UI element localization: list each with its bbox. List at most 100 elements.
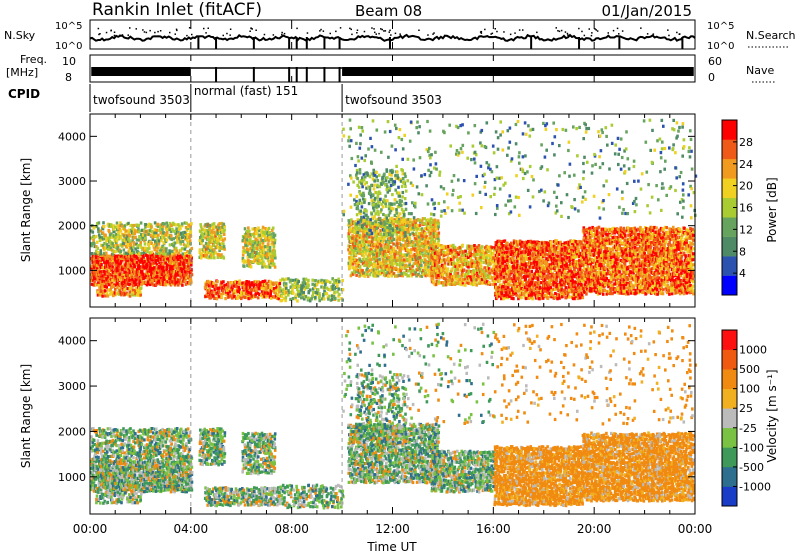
heatmap-cell [164, 260, 168, 265]
heatmap-cell [484, 272, 487, 276]
heatmap-cell [153, 228, 157, 232]
heatmap-cell [289, 297, 292, 301]
heatmap-cell [422, 229, 426, 233]
heatmap-cell [503, 247, 507, 251]
heatmap-cell [175, 280, 179, 284]
heatmap-cell [362, 232, 365, 236]
heatmap-cell [379, 261, 382, 265]
heatmap-cell [368, 235, 371, 239]
heatmap-cell [473, 270, 476, 274]
heatmap-cell [353, 235, 357, 239]
heatmap-cell [271, 281, 274, 285]
heatmap-cell [474, 248, 477, 252]
heatmap-cell [527, 252, 530, 256]
heatmap-cell [355, 264, 359, 268]
heatmap-cell [415, 235, 419, 239]
heatmap-cell [414, 232, 418, 236]
heatmap-cell [118, 273, 122, 277]
heatmap-cell [123, 252, 126, 256]
heatmap-cell [273, 241, 277, 245]
heatmap-cell [533, 255, 537, 259]
nsky-dot [555, 27, 557, 29]
heatmap-cell [351, 230, 355, 234]
heatmap-cell [465, 280, 468, 285]
heatmap-cell [133, 269, 137, 273]
heatmap-cell [461, 272, 464, 276]
heatmap-cell [118, 292, 121, 296]
heatmap-cell [467, 269, 471, 273]
heatmap-cell [284, 277, 288, 281]
heatmap-cell [434, 231, 438, 235]
freq-band-2 [342, 67, 694, 76]
heatmap-cell [391, 232, 395, 236]
heatmap-cell [98, 238, 102, 243]
heatmap-cell [265, 255, 269, 259]
heatmap-cell [138, 282, 142, 286]
heatmap-cell [558, 296, 561, 300]
heatmap-cell [435, 223, 438, 227]
heatmap-cell [404, 240, 407, 244]
heatmap-cell [416, 227, 419, 231]
heatmap-cell [146, 254, 149, 258]
heatmap-cell [121, 280, 125, 284]
nsky-dot [427, 34, 429, 36]
heatmap-cell [497, 261, 500, 265]
heatmap-cell [202, 247, 206, 251]
heatmap-cell [527, 296, 531, 300]
heatmap-cell [373, 230, 376, 234]
heatmap-cell [424, 253, 427, 258]
power-heatmap [90, 114, 698, 307]
heatmap-cell [215, 297, 219, 301]
heatmap-cell [188, 259, 191, 263]
heatmap-cell [512, 292, 515, 296]
heatmap-cell [514, 289, 518, 293]
heatmap-cell [185, 273, 189, 277]
heatmap-cell [523, 285, 527, 289]
heatmap-cell [371, 236, 374, 240]
heatmap-cell [256, 296, 260, 300]
heatmap-cell [431, 230, 435, 234]
heatmap-cell [109, 254, 112, 258]
heatmap-cell [99, 289, 103, 293]
heatmap-cell [146, 250, 149, 254]
heatmap-cell [379, 232, 382, 236]
heatmap-cell [246, 263, 249, 268]
heatmap-cell [337, 294, 340, 298]
heatmap-cell [429, 258, 433, 262]
heatmap-cell [333, 290, 336, 294]
heatmap-cell [210, 253, 213, 257]
heatmap-cell [531, 262, 535, 266]
heatmap-cell [110, 232, 113, 236]
heatmap-cell [171, 258, 174, 262]
heatmap-cell [129, 264, 133, 268]
heatmap-cell [240, 290, 243, 294]
heatmap-cell [190, 263, 193, 267]
nsky-dot [142, 29, 144, 31]
heatmap-cell [373, 238, 377, 242]
heatmap-cell [504, 251, 507, 255]
heatmap-cell [151, 237, 155, 242]
heatmap-cell [97, 221, 101, 225]
heatmap-cell [215, 283, 218, 287]
heatmap-cell [186, 274, 190, 278]
heatmap-cell [106, 259, 109, 263]
heatmap-cell [535, 248, 539, 252]
heatmap-cell [332, 295, 336, 299]
heatmap-cell [212, 248, 216, 252]
heatmap-cell [105, 285, 108, 289]
heatmap-cell [352, 249, 355, 253]
heatmap-cell [181, 258, 184, 262]
heatmap-cell [531, 297, 534, 301]
heatmap-cell [464, 249, 467, 253]
nsky-dot [503, 31, 505, 33]
heatmap-cell [108, 264, 112, 268]
heatmap-cell [266, 291, 270, 295]
heatmap-cell [270, 235, 273, 239]
heatmap-cell [512, 239, 516, 243]
heatmap-cell [126, 262, 130, 266]
heatmap-cell [432, 250, 435, 254]
nsky-dot [121, 34, 124, 36]
heatmap-cell [433, 263, 437, 267]
heatmap-cell [436, 257, 439, 261]
freq-tick-top: 10 [62, 55, 76, 68]
